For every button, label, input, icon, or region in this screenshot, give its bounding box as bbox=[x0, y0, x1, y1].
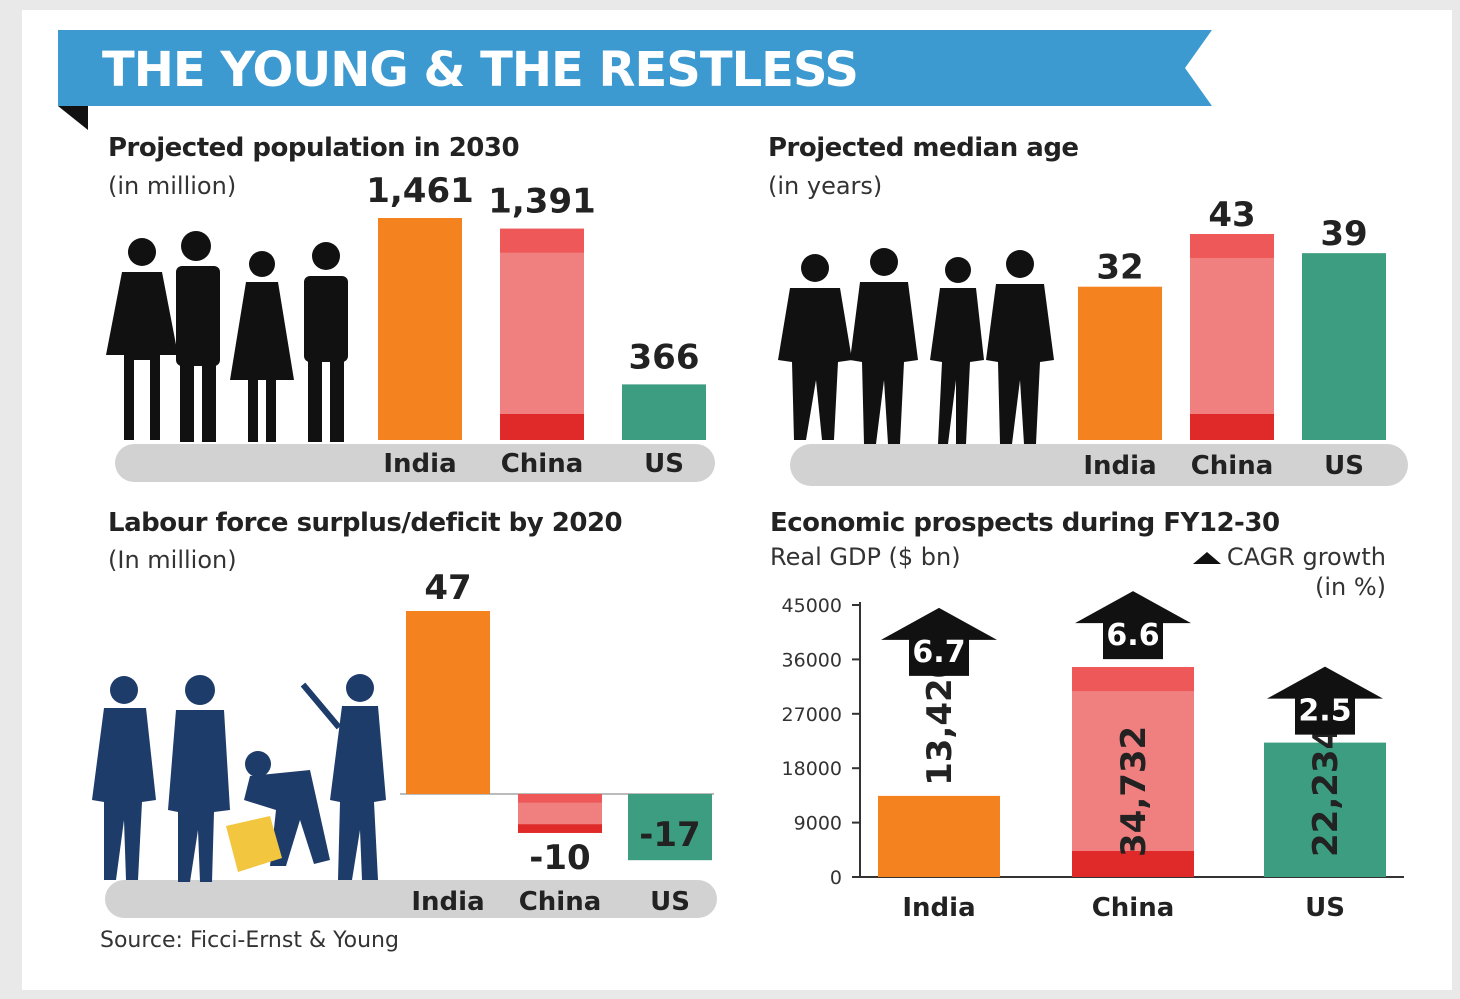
gdp-label-india: India bbox=[902, 893, 975, 923]
banner-title: THE YOUNG & THE RESTLESS bbox=[102, 42, 859, 98]
age-bar-india bbox=[1078, 286, 1162, 440]
cagr-arrow-icon bbox=[881, 607, 997, 676]
pop-label-india: India bbox=[383, 449, 456, 479]
age-label-india: India bbox=[1083, 451, 1156, 481]
labour-bar-us bbox=[628, 794, 712, 861]
pop-bar-us bbox=[622, 384, 706, 440]
pop-label-china: China bbox=[501, 449, 584, 479]
age-bar-china-bottom-band bbox=[1190, 414, 1274, 440]
legend-label: CAGR growth bbox=[1226, 543, 1386, 571]
panel-title-labour: Labour force surplus/deficit by 2020 bbox=[108, 508, 623, 538]
gdp-tick-label: 36000 bbox=[782, 649, 842, 671]
base-strip-labour bbox=[105, 880, 717, 918]
pop-bar-china-bottom-band bbox=[500, 414, 584, 440]
cagr-arrow-icon bbox=[1075, 591, 1191, 660]
panel-subtitle-median-age: (in years) bbox=[768, 172, 883, 200]
cagr-value-china: 6.6 bbox=[1106, 618, 1159, 653]
age-bar-us bbox=[1302, 253, 1386, 440]
family-silhouette-icon bbox=[106, 231, 348, 442]
cagr-arrow-china: 6.6 bbox=[1075, 591, 1191, 660]
panel-subtitle-economic: Real GDP ($ bn) bbox=[770, 543, 961, 571]
panel-title-median-age: Projected median age bbox=[768, 133, 1079, 163]
gdp-tick-label: 18000 bbox=[782, 758, 842, 780]
age-value-china: 43 bbox=[1208, 195, 1255, 235]
worker-box-icon bbox=[226, 816, 282, 872]
pop-bar-india-body bbox=[378, 218, 462, 440]
age-value-us: 39 bbox=[1320, 214, 1367, 254]
labour-bar-india-body bbox=[406, 611, 490, 794]
legend-unit: (in %) bbox=[1314, 573, 1386, 601]
labour-label-us: US bbox=[650, 887, 690, 917]
labour-value-china: -10 bbox=[529, 838, 590, 878]
pop-bar-china bbox=[500, 228, 584, 440]
source-note: Source: Ficci-Ernst & Young bbox=[100, 928, 399, 953]
pop-value-india: 1,461 bbox=[366, 171, 474, 211]
labour-bar-us-body bbox=[628, 794, 712, 861]
cagr-arrow-india: 6.7 bbox=[881, 607, 997, 676]
panel-subtitle-population: (in million) bbox=[108, 172, 237, 200]
pop-bar-india bbox=[378, 218, 462, 440]
age-bar-china-body bbox=[1190, 234, 1274, 440]
labour-bar-india bbox=[406, 611, 490, 794]
labour-label-china: China bbox=[519, 887, 602, 917]
gdp-bar-india-body bbox=[878, 795, 1000, 877]
pop-bar-china-body bbox=[500, 228, 584, 440]
gdp-tick-label: 9000 bbox=[794, 813, 842, 835]
panel-title-population: Projected population in 2030 bbox=[108, 133, 520, 163]
age-bar-india-body bbox=[1078, 286, 1162, 440]
gdp-label-us: US bbox=[1305, 893, 1345, 923]
cagr-arrow-us: 2.5 bbox=[1267, 666, 1383, 735]
gdp-bar-china bbox=[1072, 667, 1194, 877]
pop-value-us: 366 bbox=[629, 337, 700, 377]
labour-bar-china-top-band bbox=[518, 794, 602, 803]
cagr-value-us: 2.5 bbox=[1298, 694, 1351, 729]
labour-label-india: India bbox=[411, 887, 484, 917]
labour-bar-china bbox=[518, 794, 602, 833]
base-strip-median-age bbox=[790, 444, 1408, 486]
gdp-bar-us bbox=[1264, 742, 1386, 877]
cagr-value-india: 6.7 bbox=[912, 635, 965, 670]
gdp-bar-india bbox=[878, 795, 1000, 877]
gdp-value-india: 13,420 bbox=[920, 655, 960, 786]
gdp-bar-china-top-band bbox=[1072, 667, 1194, 692]
labour-value-india: 47 bbox=[424, 568, 471, 608]
workers-silhouette-icon bbox=[92, 674, 386, 882]
age-label-us: US bbox=[1324, 451, 1364, 481]
pop-value-china: 1,391 bbox=[488, 182, 596, 222]
gdp-label-china: China bbox=[1092, 893, 1175, 923]
gdp-bar-china-bottom-band bbox=[1072, 851, 1194, 877]
age-value-india: 32 bbox=[1096, 248, 1143, 288]
gdp-tick-label: 27000 bbox=[782, 704, 842, 726]
gdp-tick-label: 45000 bbox=[782, 595, 842, 617]
legend-arrow-icon bbox=[1192, 552, 1221, 564]
pop-bar-us-body bbox=[622, 384, 706, 440]
labour-value-us: -17 bbox=[639, 815, 700, 855]
gdp-value-china: 34,732 bbox=[1114, 726, 1154, 857]
gdp-value-us: 22,234 bbox=[1306, 726, 1346, 857]
age-bar-us-body bbox=[1302, 253, 1386, 440]
age-bar-china-top-band bbox=[1190, 234, 1274, 258]
panel-title-economic: Economic prospects during FY12-30 bbox=[770, 508, 1280, 538]
age-bar-china bbox=[1190, 234, 1274, 440]
panel-subtitle-labour: (In million) bbox=[108, 546, 237, 574]
pop-label-us: US bbox=[644, 449, 684, 479]
cagr-legend: CAGR growth (in %) bbox=[1166, 542, 1386, 602]
gdp-bar-us-body bbox=[1264, 742, 1386, 877]
age-label-china: China bbox=[1191, 451, 1274, 481]
pop-bar-china-top-band bbox=[500, 228, 584, 253]
base-strip-population bbox=[115, 444, 715, 482]
gdp-bar-china-body bbox=[1072, 667, 1194, 877]
business-people-silhouette-icon bbox=[778, 248, 1054, 444]
cagr-arrow-icon bbox=[1267, 666, 1383, 735]
labour-bar-china-bottom-band bbox=[518, 824, 602, 833]
gdp-tick-label: 0 bbox=[830, 867, 842, 889]
